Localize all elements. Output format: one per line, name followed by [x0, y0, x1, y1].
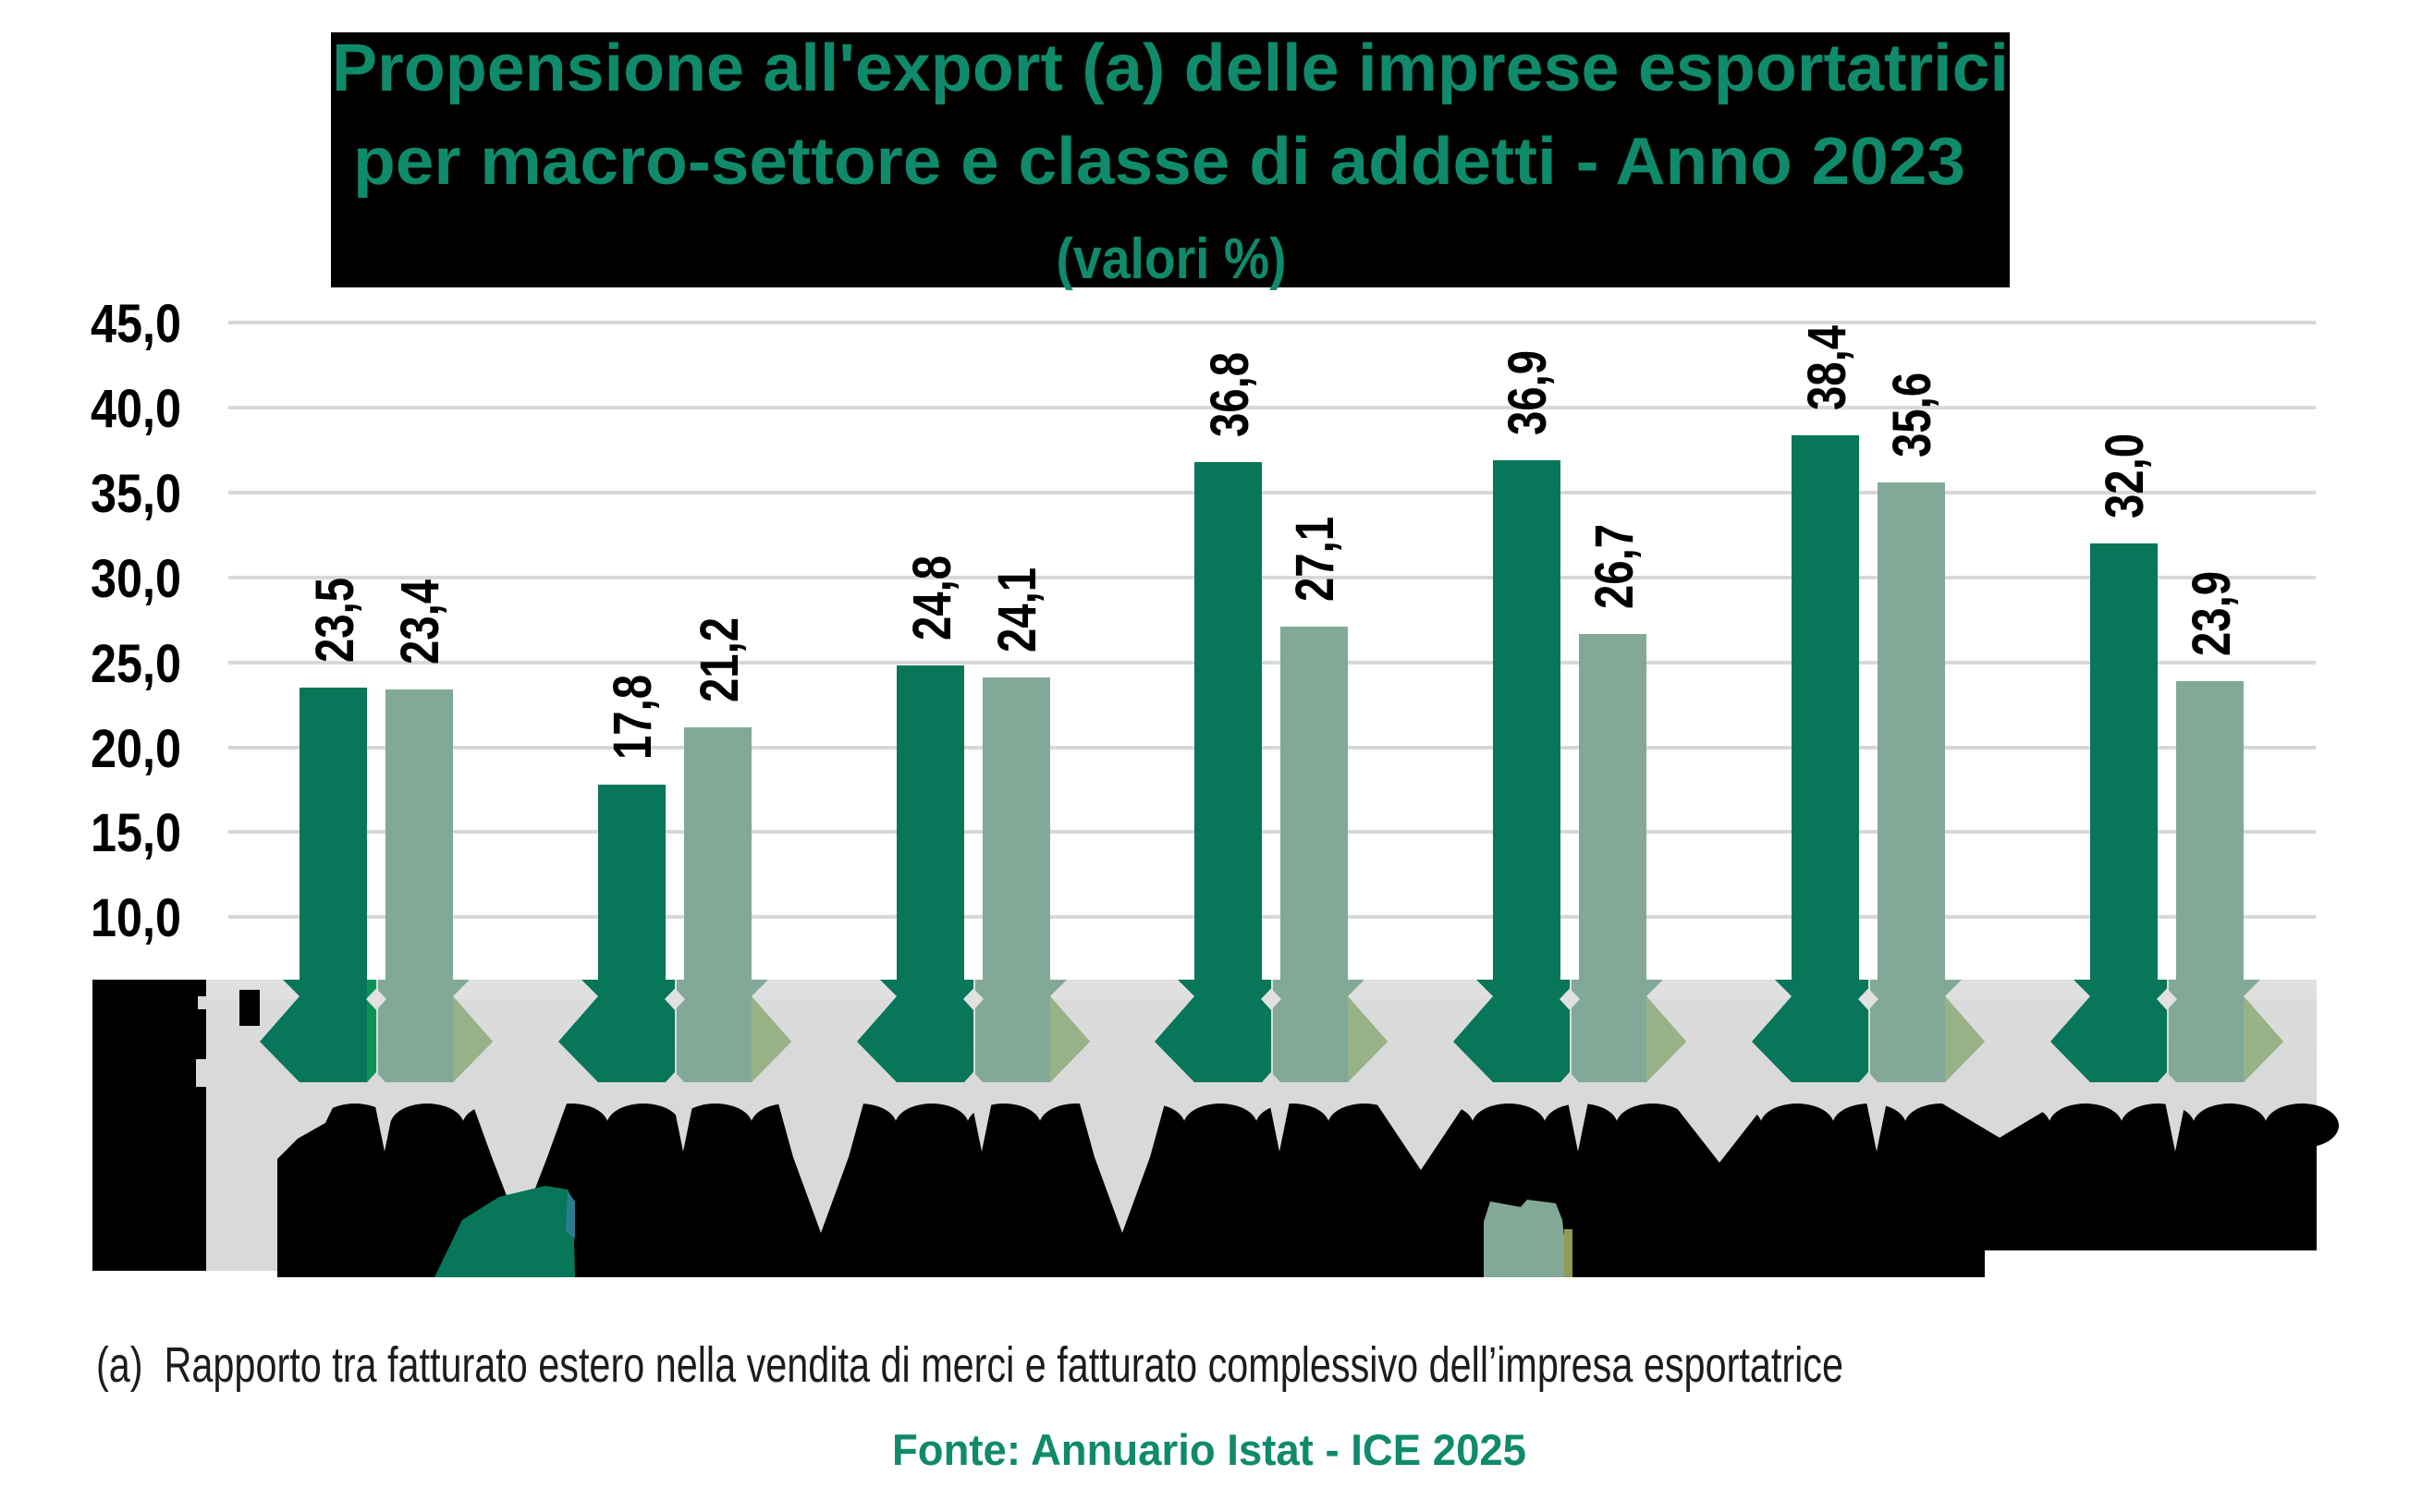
svg-text:26,7: 26,7 [1584, 524, 1645, 609]
svg-text:(valori %): (valori %) [1057, 227, 1287, 291]
svg-text:23,5: 23,5 [305, 578, 365, 663]
svg-text:25,0: 25,0 [91, 634, 181, 694]
svg-text:per macro-settore e classe di: per macro-settore e classe di addetti - … [353, 125, 1965, 199]
svg-text:23,9: 23,9 [2182, 571, 2242, 656]
svg-text:23,4: 23,4 [390, 579, 450, 665]
svg-text:24,8: 24,8 [902, 555, 962, 640]
svg-text:27,1: 27,1 [1285, 517, 1345, 602]
svg-text:45,0: 45,0 [91, 294, 181, 354]
svg-text:10,0: 10,0 [91, 888, 181, 948]
svg-text:15,0: 15,0 [91, 803, 181, 863]
svg-text:36,9: 36,9 [1498, 350, 1558, 435]
svg-text:(a) Rapporto tra fatturato es: (a) Rapporto tra fatturato estero nella … [96, 1337, 1843, 1393]
svg-text:Propensione all'export (a) del: Propensione all'export (a) delle imprese… [332, 31, 2009, 105]
svg-text:36,8: 36,8 [1200, 352, 1260, 437]
svg-text:32,0: 32,0 [2095, 433, 2155, 518]
svg-text:21,2: 21,2 [690, 617, 750, 702]
svg-text:35,6: 35,6 [1882, 372, 1942, 457]
svg-text:24,1: 24,1 [987, 567, 1047, 652]
svg-text:40,0: 40,0 [91, 379, 181, 439]
svg-text:30,0: 30,0 [91, 549, 181, 609]
svg-text:Fonte: Annuario Istat - ICE 20: Fonte: Annuario Istat - ICE 2025 [892, 1425, 1526, 1474]
svg-text:38,4: 38,4 [1797, 325, 1857, 410]
svg-text:20,0: 20,0 [91, 719, 181, 779]
svg-text:17,8: 17,8 [603, 675, 663, 760]
svg-text:35,0: 35,0 [91, 464, 181, 524]
